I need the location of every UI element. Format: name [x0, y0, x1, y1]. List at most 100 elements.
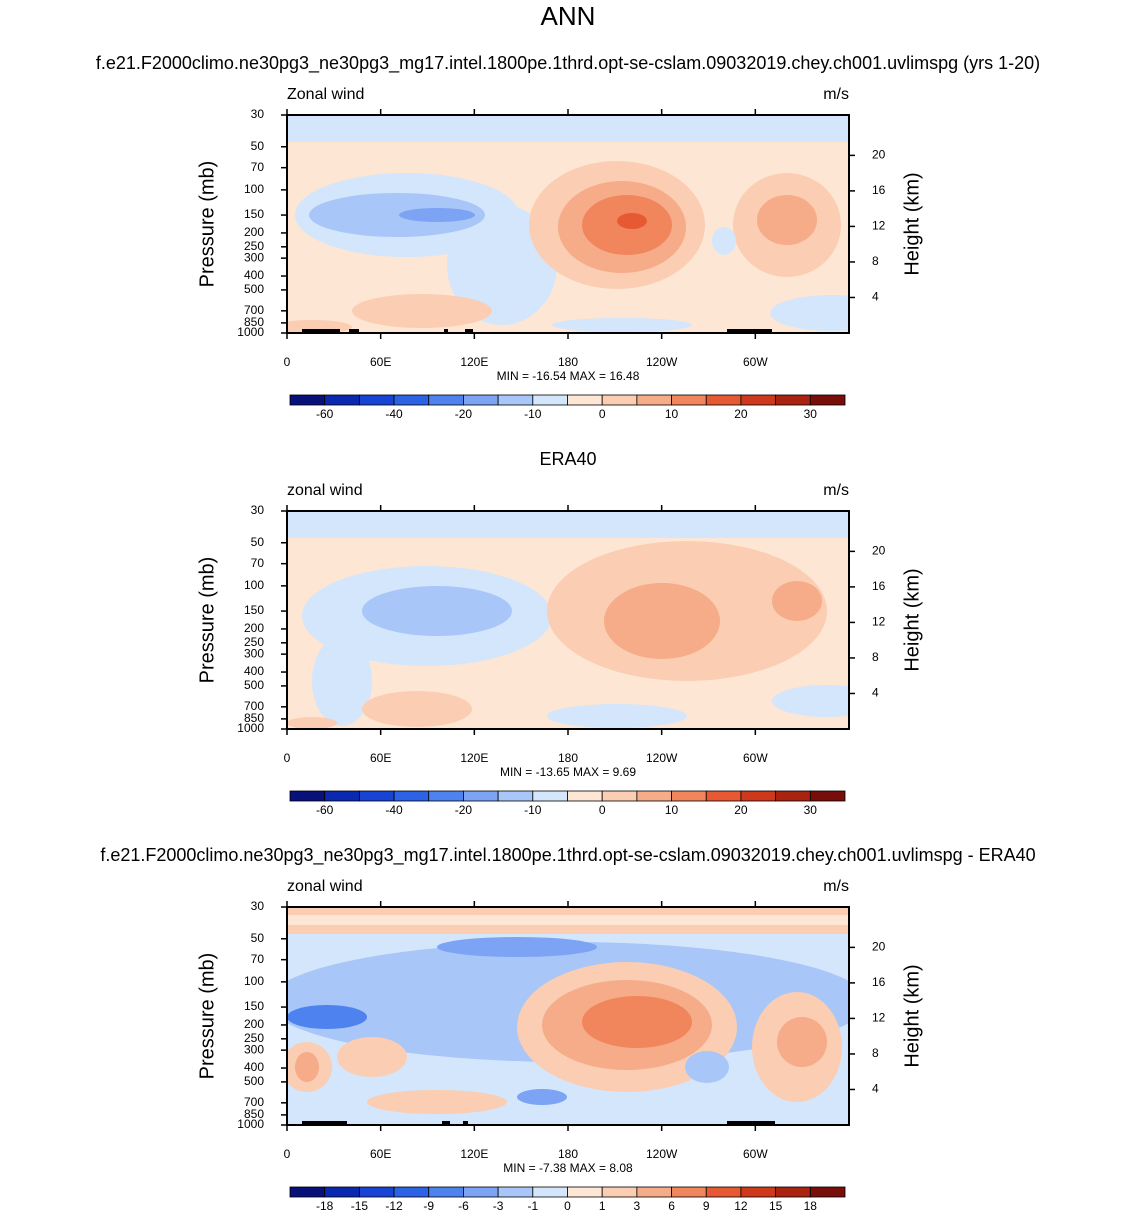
colorbar-box [463, 1186, 499, 1198]
contour-region [712, 227, 736, 255]
colorbar-label: -3 [493, 1199, 504, 1213]
colorbar-box [809, 394, 846, 406]
figure-title: ANN [541, 1, 596, 31]
x-tick-label: 120W [646, 1147, 678, 1161]
contour-region [399, 208, 475, 222]
colorbar-label: -60 [316, 407, 334, 421]
colorbar-label: 9 [703, 1199, 710, 1213]
contour-field [287, 907, 849, 1125]
panel: f.e21.F2000climo.ne30pg3_ne30pg3_mg17.in… [96, 53, 1040, 421]
topography [329, 329, 337, 333]
panel: f.e21.F2000climo.ne30pg3_ne30pg3_mg17.in… [100, 845, 1035, 1213]
right-label: m/s [823, 86, 849, 103]
contour-region [547, 704, 687, 728]
colorbar-label: -40 [385, 407, 403, 421]
colorbar-box [775, 394, 811, 406]
contour-region [772, 581, 822, 621]
colorbar-box [497, 790, 534, 802]
y-axis-label: Pressure (mb) [196, 161, 218, 288]
y-tick-label: 150 [244, 603, 264, 617]
y-tick-label: 500 [244, 1074, 264, 1088]
contour-region [362, 691, 472, 727]
x-tick-label: 60E [370, 1147, 391, 1161]
right-label: m/s [823, 878, 849, 895]
colorbar-label: -9 [423, 1199, 434, 1213]
y2-tick-label: 20 [872, 544, 886, 558]
y-tick-label: 1000 [237, 1117, 264, 1131]
colorbar-label: -60 [316, 803, 334, 817]
x-tick-label: 60E [370, 751, 391, 765]
y-tick-label: 300 [244, 646, 264, 660]
topography [444, 329, 448, 333]
colorbar-box [705, 1186, 742, 1198]
y-axis-label: Pressure (mb) [196, 557, 218, 684]
y2-tick-label: 8 [872, 254, 879, 268]
colorbar-box [428, 1186, 464, 1198]
colorbar-box [289, 1186, 326, 1198]
panel-title: ERA40 [539, 449, 596, 469]
y-tick-label: 250 [244, 1031, 264, 1045]
x-tick-label: 60E [370, 355, 391, 369]
y-tick-label: 150 [244, 207, 264, 221]
colorbar-box [671, 790, 707, 802]
contour-region [362, 586, 512, 636]
y2-tick-label: 20 [872, 940, 886, 954]
contour-region [685, 1051, 729, 1083]
y2-axis-label: Height (km) [901, 568, 923, 671]
colorbar-box [428, 790, 464, 802]
y-tick-label: 250 [244, 635, 264, 649]
y-tick-label: 700 [244, 699, 264, 713]
contour-region [287, 717, 337, 729]
colorbar-label: 0 [599, 803, 606, 817]
y-tick-label: 50 [251, 931, 265, 945]
contour-region [447, 205, 557, 325]
x-tick-label: 180 [558, 355, 578, 369]
colorbar-box [324, 790, 360, 802]
colorbar-box [671, 1186, 707, 1198]
y2-tick-label: 4 [872, 290, 879, 304]
y-tick-label: 400 [244, 664, 264, 678]
y-tick-label: 1000 [237, 325, 264, 339]
colorbar-box [393, 1186, 430, 1198]
colorbar-label: -12 [385, 1199, 403, 1213]
colorbar-box [463, 394, 499, 406]
stats: MIN = -13.65 MAX = 9.69 [500, 765, 636, 779]
y-tick-label: 1000 [237, 721, 264, 735]
colorbar-label: 18 [804, 1199, 818, 1213]
left-label: zonal wind [287, 482, 363, 499]
colorbar-label: 10 [665, 803, 679, 817]
colorbar-label: 15 [769, 1199, 783, 1213]
top-band [287, 115, 849, 142]
colorbar-label: 30 [804, 803, 818, 817]
y-tick-label: 400 [244, 268, 264, 282]
y-axis-label: Pressure (mb) [196, 953, 218, 1080]
right-label: m/s [823, 482, 849, 499]
x-tick-label: 180 [558, 751, 578, 765]
contour-region [295, 1052, 319, 1082]
left-label: zonal wind [287, 878, 363, 895]
contour-region [777, 1017, 827, 1067]
contour-region [757, 195, 817, 245]
stats: MIN = -16.54 MAX = 16.48 [497, 369, 640, 383]
contour-region [309, 193, 485, 237]
contour-region [552, 318, 692, 332]
y-tick-label: 100 [244, 974, 264, 988]
y2-tick-label: 16 [872, 579, 886, 593]
colorbar-box [324, 394, 360, 406]
y2-tick-label: 12 [872, 615, 886, 629]
colorbar-box [740, 790, 777, 802]
colorbar-box [636, 394, 672, 406]
contour-region [352, 294, 492, 328]
colorbar-box [393, 394, 430, 406]
y-tick-label: 100 [244, 182, 264, 196]
y-tick-label: 850 [244, 315, 264, 329]
y-tick-label: 150 [244, 999, 264, 1013]
y-tick-label: 30 [251, 899, 265, 913]
y-tick-label: 300 [244, 1042, 264, 1056]
y-tick-label: 700 [244, 1095, 264, 1109]
colorbar-box [393, 790, 430, 802]
topography [329, 1121, 337, 1125]
colorbar-box [775, 790, 811, 802]
y2-tick-label: 4 [872, 686, 879, 700]
y-tick-label: 850 [244, 711, 264, 725]
